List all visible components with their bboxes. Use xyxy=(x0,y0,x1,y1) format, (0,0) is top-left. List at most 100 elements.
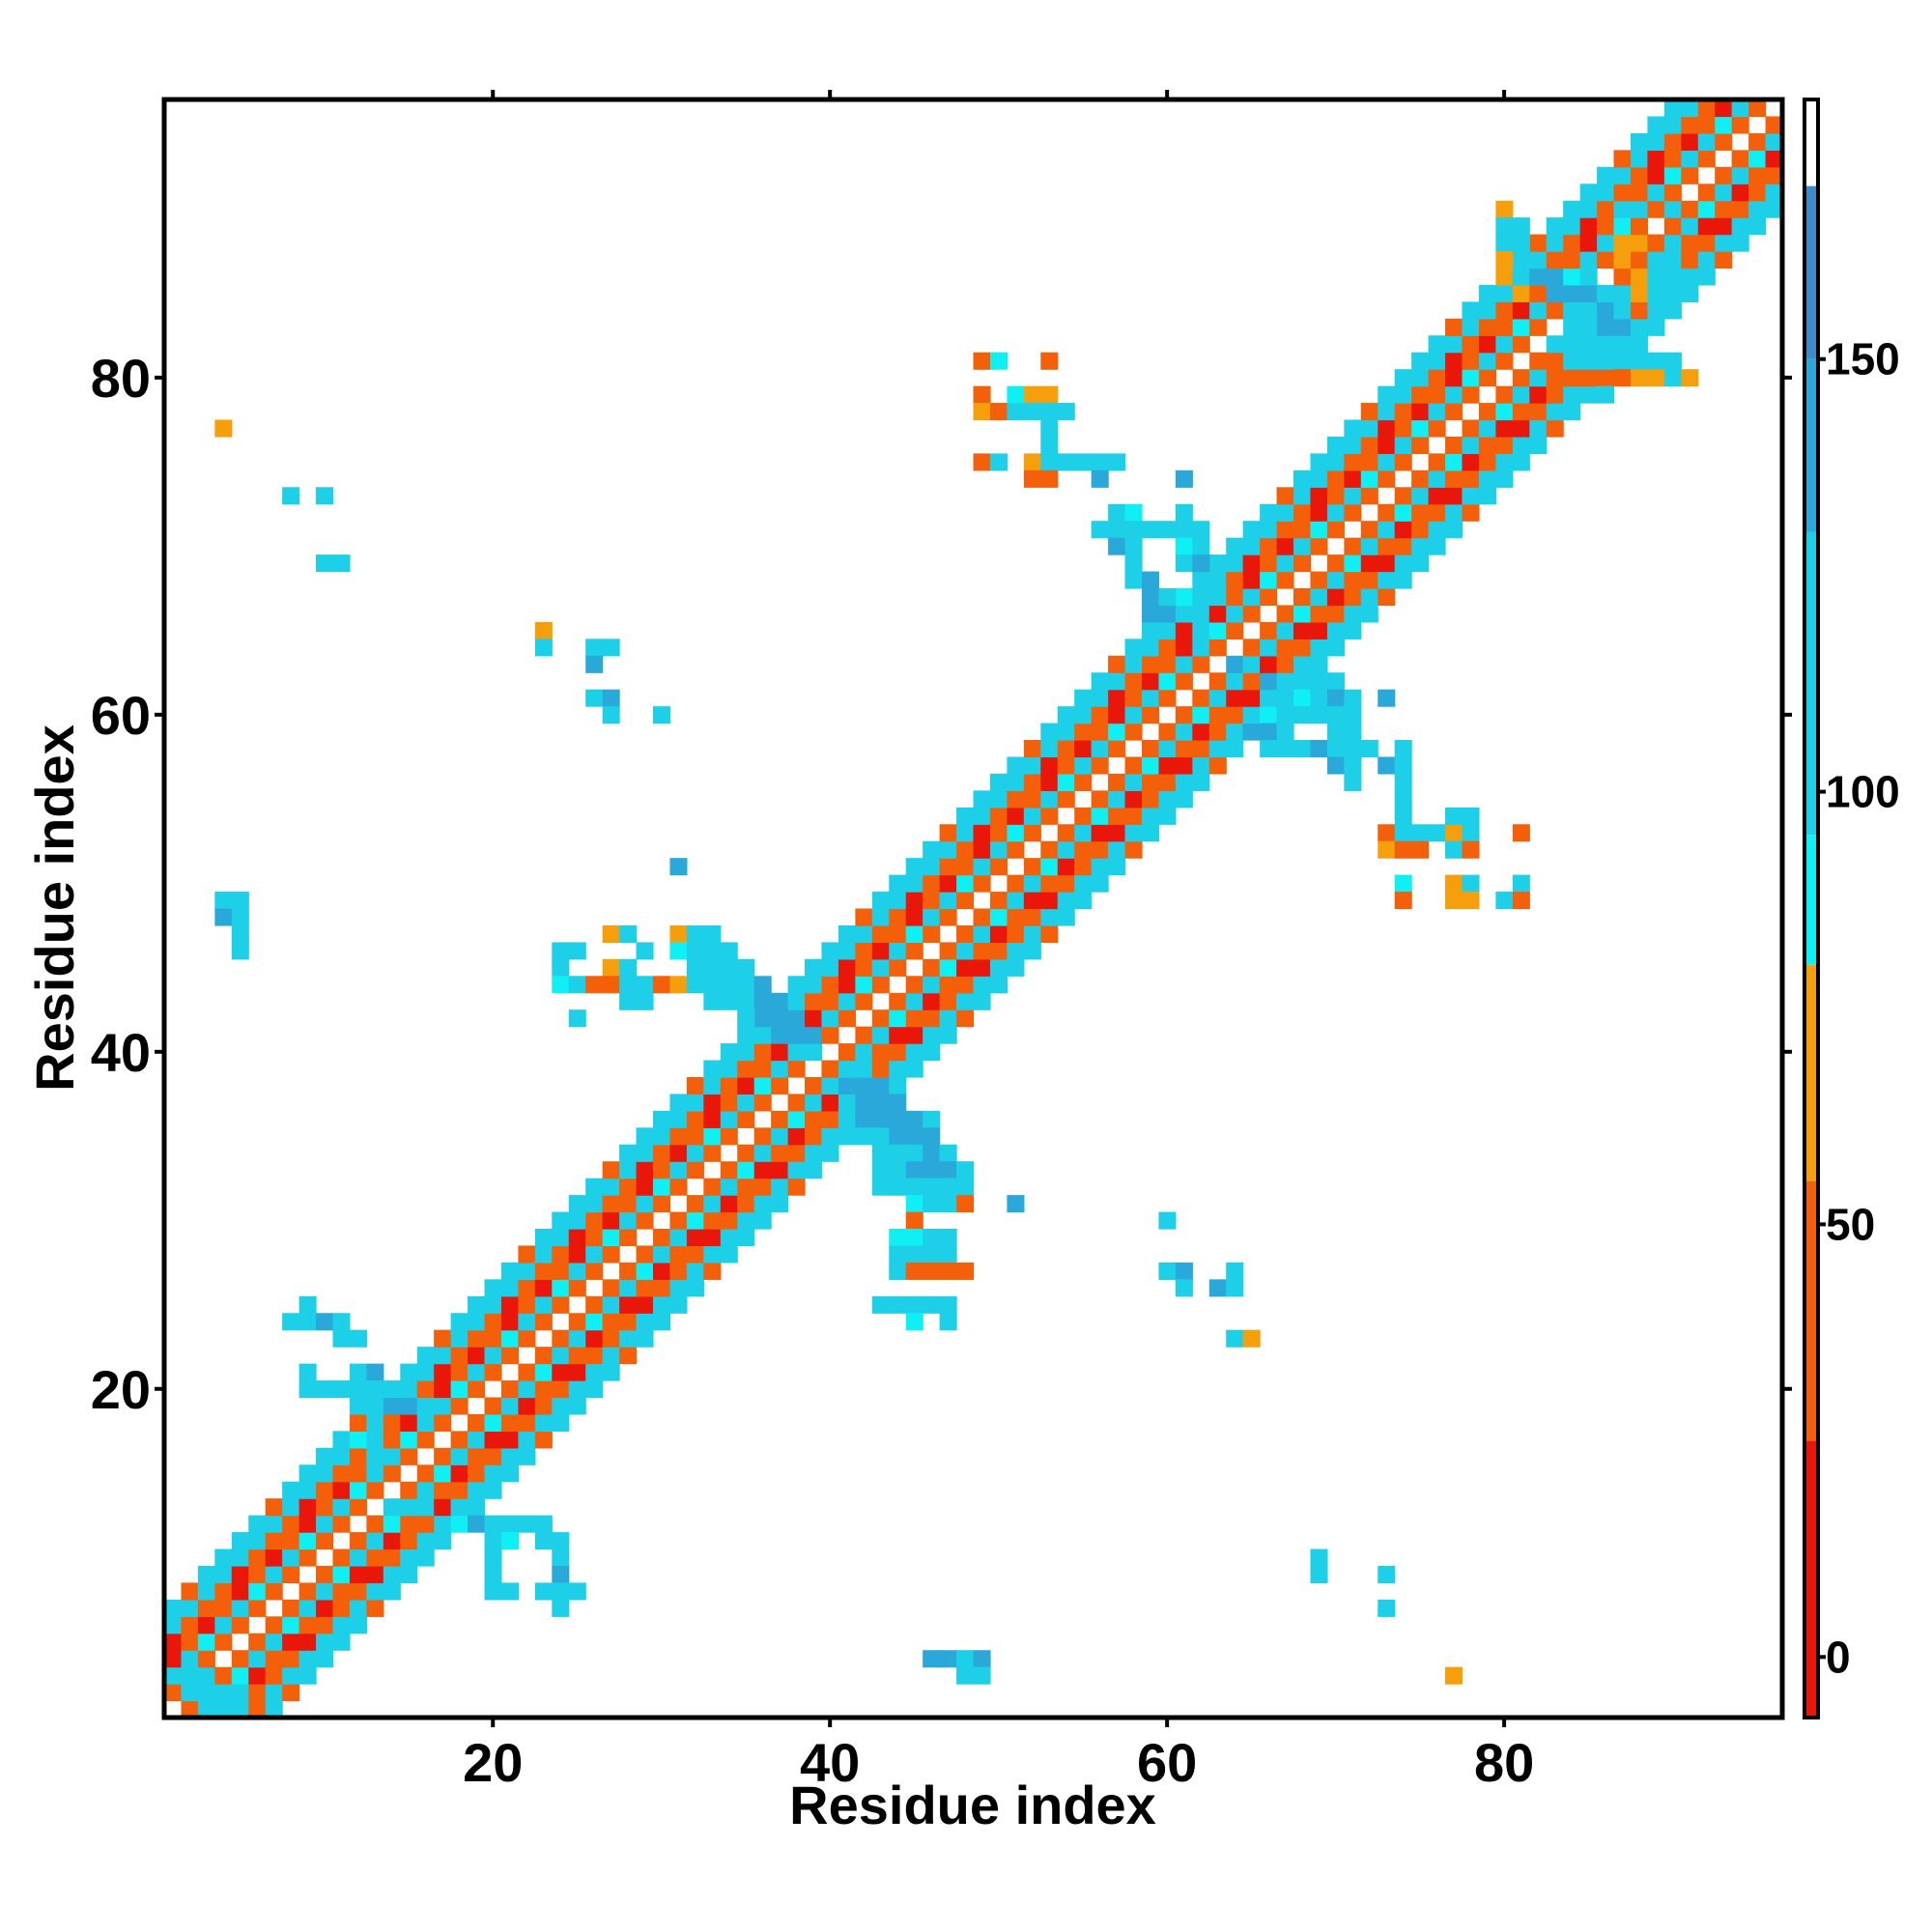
heatmap-cell xyxy=(669,1144,688,1162)
heatmap-cell xyxy=(1613,184,1632,202)
heatmap-cell xyxy=(973,840,991,859)
heatmap-cell xyxy=(1158,740,1177,758)
heatmap-cell xyxy=(1242,672,1261,691)
heatmap-cell xyxy=(1108,723,1126,741)
heatmap-cell xyxy=(282,1616,300,1634)
heatmap-cell xyxy=(197,1599,215,1617)
heatmap-cell xyxy=(1546,403,1564,421)
heatmap-cell xyxy=(1141,773,1160,791)
heatmap-cell xyxy=(771,1060,789,1078)
heatmap-cell xyxy=(1445,807,1463,825)
heatmap-cell xyxy=(366,1363,384,1381)
heatmap-cell xyxy=(805,1043,823,1062)
heatmap-cell xyxy=(1057,840,1075,859)
heatmap-cell xyxy=(1579,352,1598,370)
heatmap-cell xyxy=(1108,706,1126,724)
heatmap-cell xyxy=(1260,655,1278,673)
heatmap-cell xyxy=(636,1144,654,1162)
heatmap-cell xyxy=(1360,419,1378,438)
heatmap-cell xyxy=(956,924,975,943)
heatmap-cell xyxy=(989,958,1008,977)
heatmap-cell xyxy=(956,874,975,893)
heatmap-cell xyxy=(686,958,704,977)
heatmap-cell xyxy=(1124,807,1143,825)
heatmap-cell xyxy=(282,1515,300,1533)
heatmap-cell xyxy=(1697,116,1716,134)
heatmap-cell xyxy=(197,1650,215,1668)
heatmap-cell xyxy=(1445,352,1463,370)
heatmap-cell xyxy=(298,1515,317,1533)
heatmap-cell xyxy=(939,858,957,876)
heatmap-cell xyxy=(1512,403,1530,421)
heatmap-cell xyxy=(939,1262,957,1280)
heatmap-cell xyxy=(1124,554,1143,573)
heatmap-cell xyxy=(366,1380,384,1399)
heatmap-cell xyxy=(366,1532,384,1550)
plot-frame xyxy=(161,97,1785,1720)
heatmap-cell xyxy=(871,1026,890,1044)
x-axis-title: Residue index xyxy=(789,1775,1156,1835)
heatmap-cell xyxy=(720,1229,738,1247)
heatmap-cell xyxy=(1411,436,1430,455)
heatmap-cell xyxy=(1023,773,1041,791)
heatmap-cell xyxy=(349,1582,367,1601)
heatmap-cell xyxy=(1731,200,1749,218)
heatmap-cell xyxy=(500,1582,520,1601)
heatmap-cell xyxy=(231,1616,249,1634)
heatmap-cell xyxy=(1394,453,1412,471)
heatmap-cell xyxy=(316,1380,334,1399)
heatmap-cell xyxy=(400,1481,418,1499)
heatmap-cell xyxy=(552,1532,570,1550)
heatmap-cell xyxy=(923,976,941,994)
heatmap-cell xyxy=(989,924,1008,943)
heatmap-cell xyxy=(416,1397,435,1415)
heatmap-cell xyxy=(1462,503,1480,522)
heatmap-cell xyxy=(1663,166,1682,185)
heatmap-cell xyxy=(366,1431,384,1449)
heatmap-cell xyxy=(1158,689,1177,707)
heatmap-cell xyxy=(552,1565,570,1584)
heatmap-cell xyxy=(889,942,907,960)
heatmap-cell xyxy=(871,958,890,977)
heatmap-cell xyxy=(1495,385,1514,404)
heatmap-cell xyxy=(500,1397,520,1415)
heatmap-cell xyxy=(889,1094,907,1112)
heatmap-cell xyxy=(1242,689,1261,707)
colorbar-tick-label: 50 xyxy=(1826,1199,1875,1249)
heatmap-cell xyxy=(484,1431,502,1449)
heatmap-cell xyxy=(585,976,604,994)
heatmap-cell xyxy=(871,892,890,910)
heatmap-cell xyxy=(568,1195,586,1213)
heatmap-cell xyxy=(1175,1279,1193,1297)
heatmap-cell xyxy=(1529,268,1548,286)
heatmap-cell xyxy=(652,1195,671,1213)
heatmap-cell xyxy=(1681,150,1699,168)
heatmap-cell xyxy=(1411,824,1430,842)
heatmap-cell xyxy=(1057,740,1075,758)
heatmap-cell xyxy=(1647,150,1665,168)
heatmap-cell xyxy=(518,1245,536,1264)
heatmap-cell xyxy=(905,1009,923,1028)
heatmap-cell xyxy=(316,1582,334,1601)
heatmap-cell xyxy=(855,1026,873,1044)
heatmap-cell xyxy=(1360,453,1378,471)
heatmap-cell xyxy=(939,874,957,893)
heatmap-cell xyxy=(1579,251,1598,270)
heatmap-cell xyxy=(1310,487,1328,505)
heatmap-cell xyxy=(1613,268,1632,286)
heatmap-cell xyxy=(787,1161,806,1179)
heatmap-cell xyxy=(905,1195,923,1213)
heatmap-cell xyxy=(871,1161,890,1179)
heatmap-cell xyxy=(923,1127,941,1146)
colorbar-segment xyxy=(1804,1440,1818,1718)
heatmap-cell xyxy=(434,1347,452,1365)
heatmap-cell xyxy=(181,1616,199,1634)
heatmap-cell xyxy=(1360,554,1378,573)
heatmap-cell xyxy=(1613,166,1632,185)
heatmap-cell xyxy=(1579,184,1598,202)
heatmap-cell xyxy=(602,1295,620,1314)
heatmap-cell xyxy=(1023,924,1041,943)
heatmap-cell xyxy=(484,1565,502,1584)
heatmap-cell xyxy=(552,1329,570,1348)
heatmap-cell xyxy=(838,958,856,977)
